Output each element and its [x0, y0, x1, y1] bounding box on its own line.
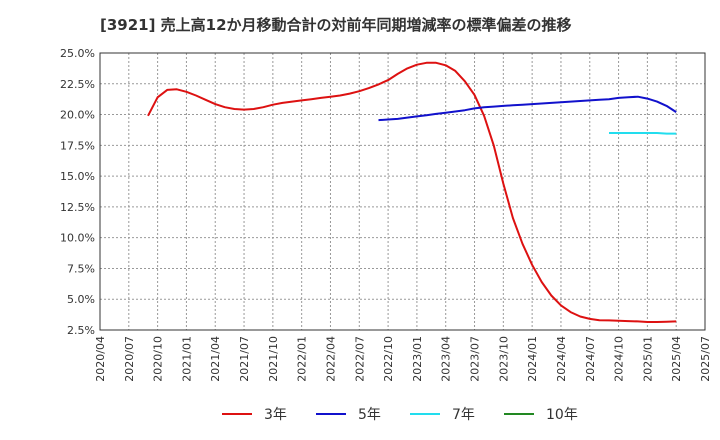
y-tick-label: 7.5%	[67, 262, 95, 275]
y-tick-label: 10.0%	[60, 232, 95, 245]
x-axis-ticks: 2020/04 2020/07 2020/10 2021/01 2021/04 2021/…	[94, 336, 712, 382]
x-tick-label: 2021/04	[209, 336, 222, 382]
series-line-3	[609, 132, 677, 135]
y-tick-label: 12.5%	[60, 201, 95, 214]
x-tick-label: 2020/10	[152, 336, 165, 382]
x-tick-label: 2024/07	[584, 336, 597, 382]
y-tick-label: 2.5%	[67, 324, 95, 337]
series-line-2	[378, 95, 677, 122]
x-tick-label: 2021/10	[267, 336, 280, 382]
x-tick-label: 2023/10	[497, 336, 510, 382]
grid	[99, 52, 706, 331]
chart-title: [3921] 売上高12か月移動合計の対前年同期増減率の標準偏差の推移	[100, 16, 572, 34]
y-tick-label: 20.0%	[60, 109, 95, 122]
x-tick-label: 2022/04	[324, 336, 337, 382]
x-tick-label: 2020/04	[94, 336, 107, 382]
series-line-1	[147, 61, 677, 323]
legend-label-2: 5年	[358, 407, 381, 423]
x-tick-label: 2020/07	[123, 336, 136, 382]
x-tick-label: 2023/01	[411, 336, 424, 382]
y-tick-label: 15.0%	[60, 170, 95, 183]
y-tick-label: 17.5%	[60, 139, 95, 152]
legend-label-3: 7年	[452, 407, 475, 423]
x-tick-label: 2023/04	[440, 336, 453, 382]
x-tick-label: 2025/04	[670, 336, 683, 382]
x-tick-label: 2023/07	[469, 336, 482, 382]
x-tick-label: 2025/07	[699, 336, 712, 382]
legend-label-1: 3年	[264, 407, 287, 423]
x-tick-label: 2022/10	[382, 336, 395, 382]
x-tick-label: 2024/10	[613, 336, 626, 382]
x-tick-label: 2022/01	[296, 336, 309, 382]
y-tick-label: 5.0%	[67, 293, 95, 306]
x-tick-label: 2021/07	[238, 336, 251, 382]
x-tick-label: 2024/01	[526, 336, 539, 382]
x-tick-label: 2025/01	[641, 336, 654, 382]
x-tick-label: 2022/07	[353, 336, 366, 382]
x-tick-label: 2021/01	[180, 336, 193, 382]
x-tick-label: 2024/04	[555, 336, 568, 382]
series-group	[147, 61, 677, 323]
plot-frame	[99, 52, 706, 331]
legend-label-4: 10年	[546, 407, 578, 423]
y-tick-label: 25.0%	[60, 47, 95, 60]
legend: 3年 5年 7年 10年	[222, 407, 578, 423]
y-axis-ticks: 25.0% 22.5% 20.0% 17.5% 15.0% 12.5% 10.0% 7.5% 5…	[60, 47, 95, 337]
y-tick-label: 22.5%	[60, 78, 95, 91]
